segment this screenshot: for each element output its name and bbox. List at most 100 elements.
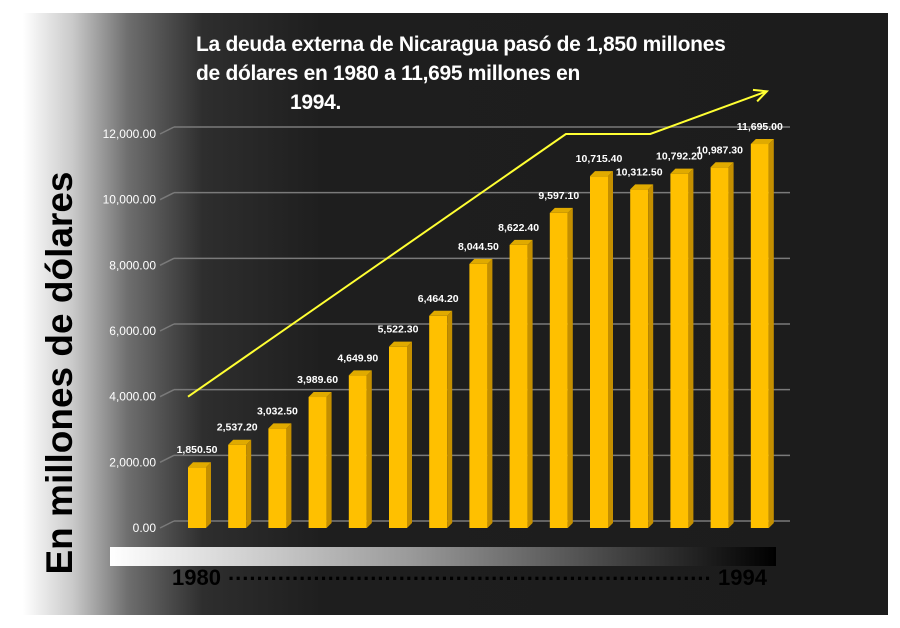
data-label: 10,987.30 xyxy=(696,144,743,156)
bar-top xyxy=(670,168,694,174)
bar-top xyxy=(348,370,372,376)
bar-front xyxy=(750,144,769,528)
bar-side xyxy=(688,168,694,528)
y-tick-label: 4,000.00 xyxy=(109,390,156,404)
bar-side xyxy=(407,341,412,528)
bar xyxy=(228,439,252,528)
bar-side xyxy=(366,370,372,528)
bar xyxy=(308,392,332,528)
gridline-depth xyxy=(159,257,175,267)
bar-side xyxy=(648,184,654,528)
bar-front xyxy=(590,176,608,528)
data-label: 8,622.40 xyxy=(498,222,539,234)
y-tick-label: 8,000.00 xyxy=(109,258,156,272)
gridline-depth xyxy=(159,191,175,201)
bar-side xyxy=(728,162,734,529)
bar-top xyxy=(429,310,453,316)
data-label: 1,850.50 xyxy=(177,444,218,456)
bar-top xyxy=(590,171,613,177)
trend-line xyxy=(187,90,768,398)
bar-top xyxy=(750,139,774,145)
bar-front xyxy=(630,189,649,528)
data-label: 9,597.10 xyxy=(538,190,579,202)
bars xyxy=(188,139,774,529)
bar-front xyxy=(429,315,448,528)
data-label: 11,695.00 xyxy=(737,121,783,133)
bar-top xyxy=(389,341,412,347)
arrow-head xyxy=(752,88,770,103)
gridline-depth xyxy=(159,520,175,529)
y-tick-label: 0.00 xyxy=(133,521,157,535)
bar-top xyxy=(630,184,654,190)
bar-side xyxy=(447,310,453,528)
bar xyxy=(549,207,573,529)
bar-front xyxy=(670,173,689,528)
data-label: 10,312.50 xyxy=(616,166,663,178)
bar xyxy=(750,139,774,528)
gridline-depth xyxy=(159,323,175,332)
bar xyxy=(348,370,372,528)
title-line-1: La deuda externa de Nicaragua pasó de 1,… xyxy=(196,33,726,56)
timeline-end-year: 1994 xyxy=(718,565,767,590)
data-label: 5,522.30 xyxy=(378,324,419,336)
gridline-depth xyxy=(159,388,175,398)
bar-top xyxy=(710,162,734,168)
trend-arrow xyxy=(187,88,770,398)
bar xyxy=(670,168,694,528)
bar-top xyxy=(188,462,211,468)
bar-front xyxy=(710,167,729,529)
bar-front xyxy=(389,346,407,528)
bar-front xyxy=(348,375,367,528)
bar-side xyxy=(527,239,533,528)
bar-top xyxy=(228,439,252,445)
bar-side xyxy=(326,392,332,528)
bar-side xyxy=(206,462,211,528)
bar xyxy=(429,310,453,528)
bar-side xyxy=(246,439,252,528)
y-tick-label: 2,000.00 xyxy=(109,455,156,469)
timeline-dots: ........................................… xyxy=(228,560,712,585)
data-label: 10,792.20 xyxy=(656,151,703,163)
bar-side xyxy=(487,258,493,528)
title-line-2: de dólares en 1980 a 11,695 millones en xyxy=(196,62,581,85)
bar-front xyxy=(509,244,528,528)
bar xyxy=(389,341,412,528)
chart-title: La deuda externa de Nicaragua pasó de 1,… xyxy=(196,30,756,117)
bar xyxy=(188,462,211,528)
gridline-depth xyxy=(159,454,175,464)
bar-side xyxy=(567,207,573,529)
bar-top xyxy=(469,258,493,264)
y-tick-label: 12,000.00 xyxy=(103,127,157,141)
bar-top xyxy=(549,207,573,213)
y-tick-label: 10,000.00 xyxy=(103,193,157,207)
bar-side xyxy=(608,171,613,528)
y-axis-ticks: 0.00 2,000.00 4,000.00 6,000.00 8,000.00 10,0… xyxy=(103,127,157,535)
data-label: 4,649.90 xyxy=(337,352,378,364)
bar xyxy=(509,239,533,528)
chart-panel xyxy=(23,13,888,615)
data-label: 3,032.50 xyxy=(257,405,298,417)
bar-front xyxy=(308,397,327,528)
bar-front xyxy=(188,467,206,528)
timeline-start-year: 1980 xyxy=(172,565,221,590)
bar-top xyxy=(509,239,533,245)
data-labels: 1,850.50 2,537.20 3,032.50 3,989.60 4,649.90… xyxy=(177,121,783,456)
bar xyxy=(630,184,654,528)
bar-top xyxy=(308,392,332,398)
bar-top xyxy=(268,423,292,429)
bar-front xyxy=(469,263,488,528)
bar xyxy=(590,171,613,528)
bar xyxy=(469,258,493,528)
data-label: 3,989.60 xyxy=(297,374,338,386)
bar-front xyxy=(228,444,247,528)
bar xyxy=(268,423,292,528)
bar-side xyxy=(286,423,292,528)
bar-front xyxy=(549,212,568,529)
bar xyxy=(710,162,734,529)
data-label: 6,464.20 xyxy=(418,293,459,305)
data-label: 2,537.20 xyxy=(217,422,258,434)
title-line-3: 1994. xyxy=(290,91,342,114)
bar-side xyxy=(768,139,774,528)
gridline-depth xyxy=(159,126,175,135)
